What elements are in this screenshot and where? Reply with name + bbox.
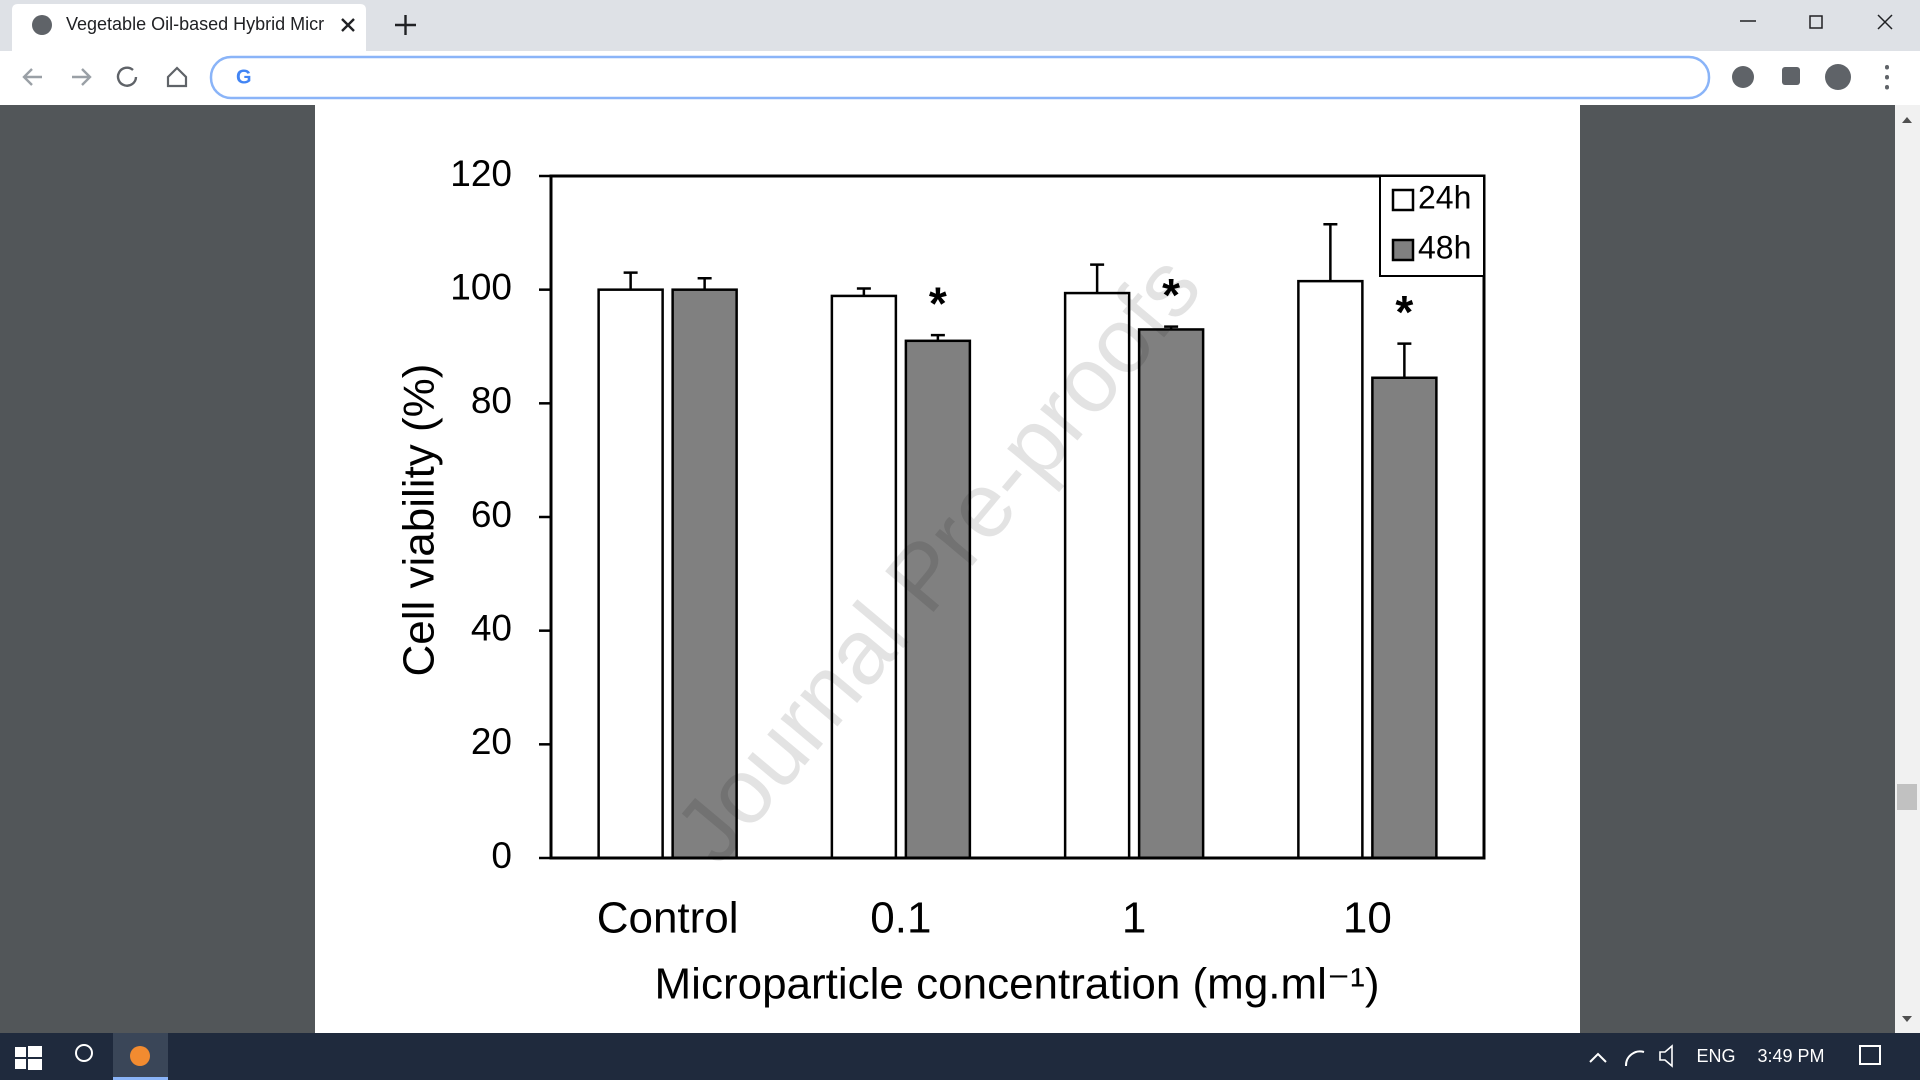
taskbar [0, 1033, 1920, 1080]
y-tick-label: 60 [471, 494, 512, 535]
bar [1371, 376, 1438, 860]
restore[interactable] [1809, 15, 1823, 29]
address-bar[interactable] [209, 55, 1711, 100]
forward-button[interactable] [72, 68, 92, 86]
legend-label: 24h [1418, 179, 1471, 215]
significance-marker: * [929, 277, 947, 329]
home-button[interactable] [166, 66, 188, 88]
y-tick-label: 120 [450, 153, 512, 194]
x-tick-label: 0.1 [870, 894, 931, 943]
clock[interactable]: 3:49 PM [1757, 1046, 1824, 1066]
error-bar [1397, 342, 1412, 378]
bar [904, 339, 972, 860]
app-icon [130, 1046, 150, 1066]
notifications[interactable] [1859, 1045, 1881, 1065]
y-tick-label: 0 [491, 835, 512, 876]
error-bar [856, 287, 871, 296]
bar [1137, 328, 1205, 860]
tab-title[interactable]: Vegetable Oil-based Hybrid Micr [66, 14, 324, 34]
tray-expand[interactable] [1589, 1052, 1607, 1063]
bar [597, 288, 664, 860]
x-tick-label: 10 [1343, 894, 1392, 943]
extension-icon[interactable] [1732, 66, 1754, 88]
x-tick-label: 1 [1122, 894, 1146, 943]
bar [1297, 279, 1364, 860]
volume-icon[interactable] [1659, 1044, 1673, 1068]
legend-swatch [1391, 238, 1415, 262]
scrollbar[interactable] [1895, 105, 1920, 1033]
error-bar [1164, 325, 1179, 330]
profile-button[interactable] [1825, 64, 1851, 90]
error-bar [930, 333, 945, 341]
legend-swatch [1391, 188, 1415, 212]
plot-frame [549, 174, 1486, 860]
legend-label: 48h [1418, 229, 1471, 265]
language-indicator[interactable]: ENG [1696, 1046, 1735, 1066]
y-tick-label: 40 [471, 607, 512, 648]
x-axis-title: Microparticle concentration (mg.ml⁻¹) [655, 960, 1380, 1009]
app-indicator [113, 1077, 168, 1080]
y-axis-title: Cell viability (%) [395, 364, 444, 677]
extensions-button[interactable] [1782, 67, 1800, 85]
significance-marker: * [1395, 286, 1413, 338]
tab-favicon [32, 15, 52, 35]
x-tick-label: Control [597, 894, 739, 943]
scrollbar-thumb[interactable] [1897, 784, 1917, 810]
start-button[interactable] [15, 1046, 42, 1070]
bar [1063, 291, 1131, 860]
error-bar [623, 271, 638, 290]
close-window[interactable] [1877, 14, 1893, 30]
error-bar [1323, 223, 1338, 282]
search-engine-icon: G [236, 66, 252, 88]
network-icon[interactable] [1624, 1050, 1645, 1067]
reload-button[interactable] [116, 66, 138, 87]
new-tab[interactable] [395, 15, 416, 35]
y-tick-label: 20 [471, 721, 512, 762]
tab-close[interactable] [341, 18, 355, 32]
tab[interactable] [12, 4, 366, 51]
y-tick-label: 80 [471, 380, 512, 421]
significance-marker: * [1162, 269, 1180, 321]
back-button[interactable] [22, 68, 42, 86]
search-button[interactable] [75, 1044, 93, 1062]
error-bar [1090, 263, 1105, 294]
bar [830, 294, 898, 860]
y-tick-label: 100 [450, 266, 512, 307]
error-bar [697, 277, 712, 290]
